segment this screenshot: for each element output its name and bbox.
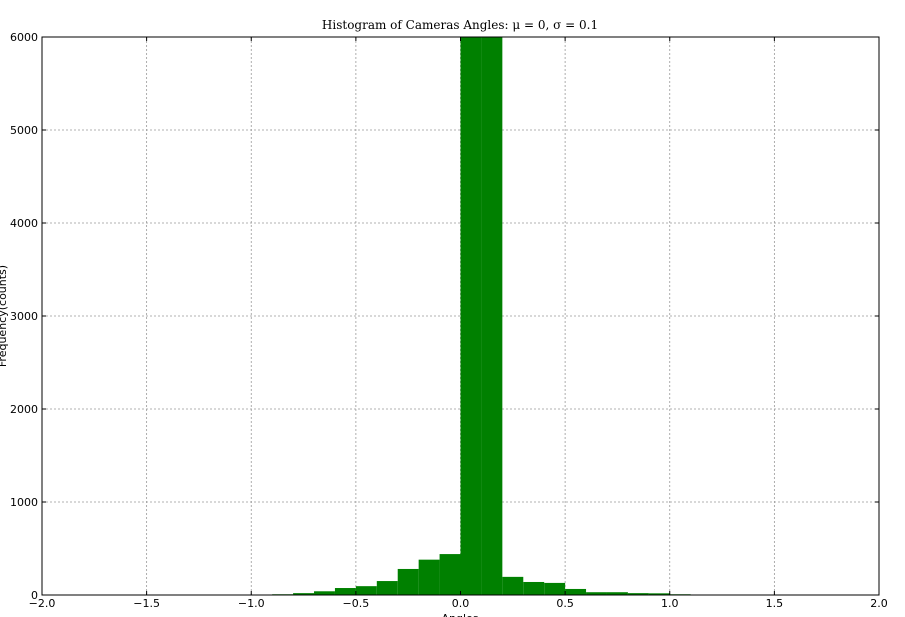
bar (314, 591, 335, 595)
y-tick-label: 0 (31, 589, 38, 602)
bar (606, 592, 628, 595)
bar (648, 593, 670, 595)
bar (418, 559, 440, 595)
bar (481, 37, 503, 595)
y-tick-label: 6000 (10, 31, 38, 44)
x-tick-label: −2.0 (29, 597, 56, 610)
x-axis-label: Angles (441, 612, 478, 617)
bar (502, 576, 524, 595)
bar (355, 586, 377, 595)
bars (251, 37, 691, 595)
y-tick-label: 3000 (10, 310, 38, 323)
bar (586, 592, 607, 595)
x-tick-label: −1.5 (133, 597, 160, 610)
bar (334, 588, 356, 595)
ticks: −2.0 −1.5 −1.0 −0.5 0.0 0.5 1.0 1.5 2.0 0 1000 2000… (10, 31, 888, 610)
bar (439, 554, 461, 595)
x-tick-label: 1.0 (661, 597, 679, 610)
x-tick-label: −0.5 (343, 597, 370, 610)
y-tick-label: 2000 (10, 403, 38, 416)
y-tick-label: 1000 (10, 496, 38, 509)
bar (376, 581, 398, 595)
bar (565, 588, 587, 595)
bar (523, 581, 545, 595)
x-tick-label: −1.0 (238, 597, 265, 610)
chart-title: Histogram of Cameras Angles: μ = 0, σ = … (322, 18, 598, 32)
x-tick-label: 0.5 (556, 597, 574, 610)
y-tick-label: 5000 (10, 124, 38, 137)
x-tick-label: 0.0 (452, 597, 470, 610)
y-tick-label: 4000 (10, 217, 38, 230)
bar (293, 593, 315, 595)
x-tick-label: 2.0 (870, 597, 888, 610)
x-tick-label: 1.5 (766, 597, 784, 610)
bar (627, 593, 649, 595)
y-axis-label: Frequency(counts) (0, 265, 9, 367)
bar (397, 568, 419, 595)
bar (460, 37, 482, 595)
bar (544, 582, 566, 595)
